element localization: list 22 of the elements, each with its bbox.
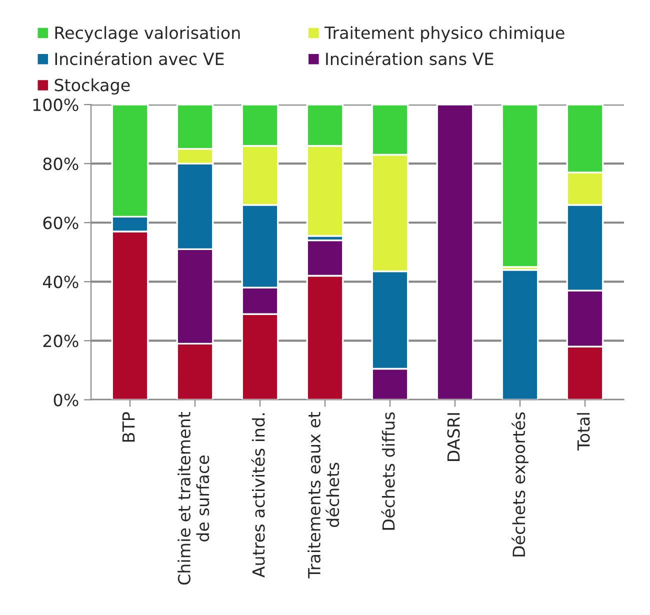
x-tick-label: BTP [122, 412, 135, 442]
y-tick-label: 20% [43, 334, 78, 348]
x-tick-label: Total [576, 413, 590, 451]
bar [501, 104, 539, 268]
legend-label: Incinération avec VE [55, 52, 224, 66]
y-tick-label: 80% [43, 158, 78, 170]
x-tick-label: Traitements eaux et déchets [308, 412, 340, 578]
x-tick-label: DASRI [447, 413, 460, 461]
y-tick-label: 100% [33, 98, 78, 112]
y-tick-label: 0% [54, 394, 78, 406]
y-tick-label: 60% [43, 216, 78, 230]
legend-label: Traitement physico chimique [324, 26, 564, 42]
x-tick-label: Chimie et traitement de surface [178, 412, 210, 585]
y-tick-label: 40% [42, 276, 78, 288]
x-tick-label: Déchets exportés [512, 412, 528, 556]
bar [501, 269, 539, 400]
x-tick-label: Autres activités ind. [251, 413, 265, 578]
bar [436, 104, 474, 400]
legend-label: Incinération sans VE [326, 52, 494, 66]
legend-label: Stockage [54, 78, 130, 95]
x-tick-label: Déchets diffus [381, 412, 395, 530]
legend-label: Recyclage valorisation [55, 26, 240, 42]
